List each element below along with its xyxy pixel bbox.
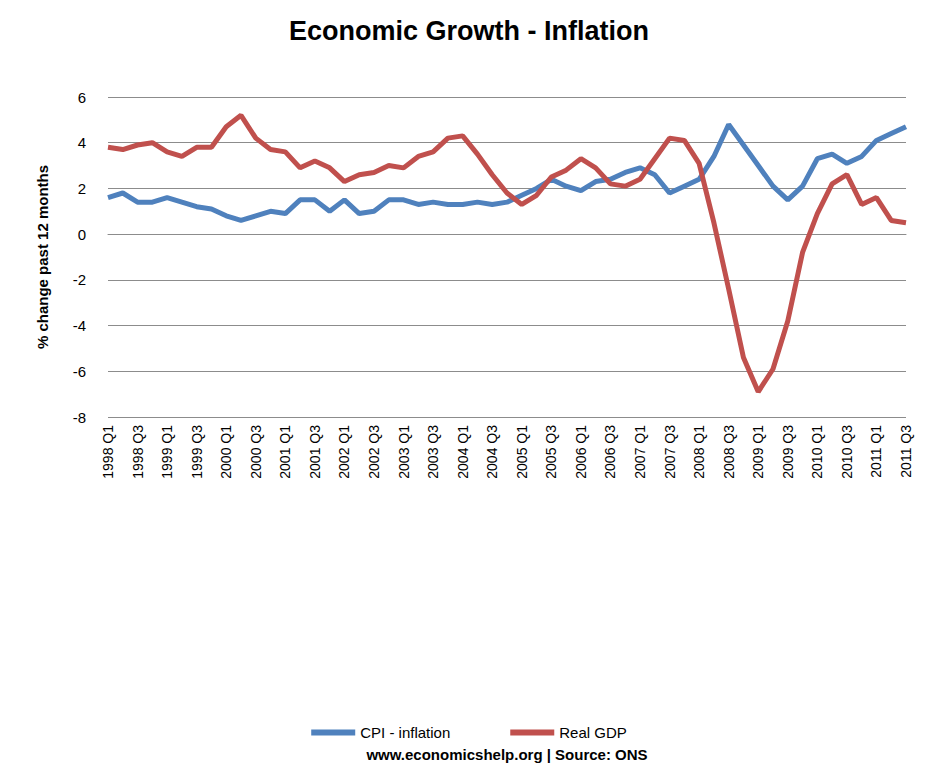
svg-text:2002 Q3: 2002 Q3 [366,425,382,479]
svg-text:2000 Q1: 2000 Q1 [218,425,234,479]
svg-text:2011 Q1: 2011 Q1 [868,425,884,478]
svg-text:2006 Q3: 2006 Q3 [602,425,618,479]
svg-text:-6: -6 [73,363,86,380]
svg-text:2008 Q3: 2008 Q3 [721,425,737,479]
svg-text:0: 0 [78,226,86,243]
svg-text:2004 Q3: 2004 Q3 [484,425,500,479]
svg-text:2010 Q1: 2010 Q1 [809,425,825,479]
svg-text:1999 Q3: 1999 Q3 [189,425,205,479]
svg-text:2001 Q3: 2001 Q3 [307,425,323,479]
svg-text:2010 Q3: 2010 Q3 [839,425,855,479]
svg-text:2003 Q1: 2003 Q1 [396,425,412,479]
svg-text:-4: -4 [73,317,86,334]
svg-text:2009 Q1: 2009 Q1 [750,425,766,479]
svg-text:-2: -2 [73,271,86,288]
svg-text:2007 Q1: 2007 Q1 [632,425,648,479]
svg-text:2004 Q1: 2004 Q1 [455,425,471,479]
svg-text:2008 Q1: 2008 Q1 [691,425,707,479]
svg-text:6: 6 [78,89,86,106]
svg-text:2005 Q3: 2005 Q3 [543,425,559,479]
svg-text:CPI - inflation: CPI - inflation [360,724,450,741]
svg-text:-8: -8 [73,409,86,426]
svg-text:1999 Q1: 1999 Q1 [159,425,175,479]
svg-text:www.economicshelp.org | Source: www.economicshelp.org | Source: ONS [365,746,647,763]
svg-text:2011 Q3: 2011 Q3 [898,425,914,478]
svg-text:2009 Q3: 2009 Q3 [780,425,796,479]
svg-text:2002 Q1: 2002 Q1 [336,425,352,479]
svg-text:2003 Q3: 2003 Q3 [425,425,441,479]
svg-text:2000 Q3: 2000 Q3 [248,425,264,479]
svg-text:1998 Q1: 1998 Q1 [100,425,116,479]
svg-text:2: 2 [78,180,86,197]
svg-text:2005 Q1: 2005 Q1 [514,425,530,479]
svg-text:1998 Q3: 1998 Q3 [130,425,146,479]
svg-text:2006 Q1: 2006 Q1 [573,425,589,479]
svg-text:4: 4 [78,134,86,151]
svg-text:2007 Q3: 2007 Q3 [662,425,678,479]
svg-text:% change past 12 months: % change past 12 months [34,165,51,349]
svg-text:Economic Growth - Inflation: Economic Growth - Inflation [289,16,649,46]
svg-text:Real GDP: Real GDP [559,724,627,741]
svg-text:2001 Q1: 2001 Q1 [277,425,293,479]
